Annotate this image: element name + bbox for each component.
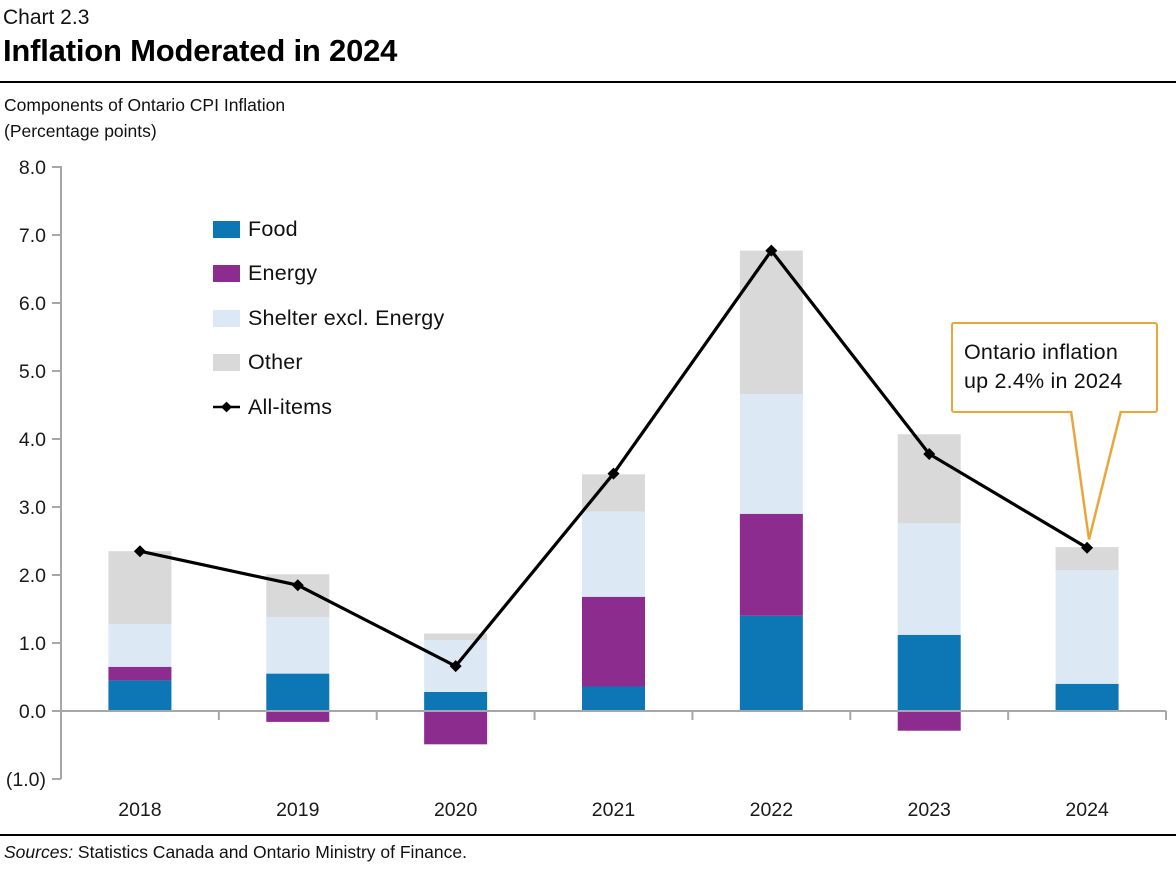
bar-segment-food-2019 (266, 673, 330, 711)
bar-segment-shelter-excl-energy-2023 (897, 523, 961, 635)
bar-segment-food-2018 (108, 680, 172, 711)
x-axis-label: 2023 (908, 799, 951, 821)
chart-subtitle: Components of Ontario CPI Inflation (Per… (4, 92, 285, 144)
legend-swatch-icon (213, 220, 240, 238)
y-tick-label: 7.0 (19, 225, 46, 247)
legend-swatch-icon (213, 265, 240, 282)
x-axis-label: 2024 (1065, 799, 1109, 821)
bar-segment-energy-2022 (739, 513, 803, 616)
legend-label: Energy (248, 261, 318, 285)
bar-segment-other-2024 (1055, 547, 1119, 571)
y-tick-label: 6.0 (19, 293, 46, 315)
subtitle-line-2: (Percentage points) (4, 121, 157, 141)
bar-segment-food-2024 (1055, 683, 1119, 711)
bar-segment-energy-2023 (897, 711, 961, 731)
legend-item-all-items: All-items (213, 394, 444, 419)
bar-segment-other-2018 (108, 551, 172, 624)
bar-segment-shelter-excl-energy-2018 (108, 623, 172, 667)
bar-segment-food-2021 (582, 686, 645, 711)
x-axis-label: 2020 (434, 799, 478, 821)
y-tick-label: 2.0 (19, 565, 46, 587)
bar-segment-shelter-excl-energy-2022 (739, 394, 803, 514)
legend-item-energy: Energy (213, 261, 444, 285)
legend-label: Shelter excl. Energy (248, 305, 445, 330)
all-items-marker-2018 (133, 545, 146, 558)
legend-swatch-icon (213, 354, 240, 371)
bar-segment-other-2020 (424, 633, 488, 641)
legend: Food Energy Shelter excl. Energy Other All-i… (213, 216, 445, 441)
y-tick-label: (1.0) (6, 769, 46, 791)
legend-item-shelter-excl-energy: Shelter excl. Energy (213, 305, 445, 330)
all-items-marker-2023 (923, 447, 936, 460)
x-axis-label: 2022 (750, 799, 793, 821)
all-items-marker-2022 (765, 244, 778, 257)
legend-swatch-icon (213, 309, 240, 327)
source-note: Sources: Statistics Canada and Ontario M… (4, 841, 467, 863)
y-tick-label: 3.0 (19, 497, 46, 519)
line-diamond-icon (213, 401, 240, 413)
bar-segment-food-2023 (897, 634, 961, 711)
bar-segment-energy-2020 (424, 711, 488, 745)
all-items-marker-2024 (1081, 541, 1094, 554)
annotation-line-2: up 2.4% in 2024 (964, 369, 1123, 393)
all-items-marker-2021 (607, 467, 620, 480)
legend-label: Food (248, 216, 298, 241)
chart-number: Chart 2.3 (3, 6, 90, 29)
y-tick-label: 4.0 (19, 429, 46, 451)
subtitle-line-1: Components of Ontario CPI Inflation (4, 95, 286, 115)
bar-segment-energy-2019 (266, 711, 330, 722)
title-divider (0, 81, 1176, 83)
legend-item-other: Other (213, 350, 444, 374)
source-text: Statistics Canada and Ontario Ministry o… (73, 842, 467, 862)
source-divider (0, 834, 1176, 836)
legend-item-food: Food (213, 216, 444, 241)
bar-segment-energy-2021 (582, 596, 645, 687)
bar-segment-energy-2018 (108, 666, 172, 681)
annotation-line-1: Ontario inflation (964, 340, 1118, 364)
all-items-marker-2019 (291, 579, 304, 592)
x-axis-label: 2021 (592, 799, 635, 821)
y-tick-label: 5.0 (19, 361, 46, 383)
chart-header: Chart 2.3 Inflation Moderated in 2024 (3, 4, 397, 70)
bar-segment-food-2022 (739, 615, 803, 711)
y-tick-label: 1.0 (19, 633, 46, 655)
all-items-marker-2020 (449, 660, 462, 673)
bar-segment-other-2022 (739, 250, 803, 395)
page-title: Inflation Moderated in 2024 (3, 33, 398, 68)
x-axis-label: 2019 (276, 799, 319, 821)
bar-segment-shelter-excl-energy-2024 (1055, 570, 1119, 684)
legend-label: All-items (248, 394, 333, 419)
source-prefix: Sources: (4, 842, 74, 862)
y-tick-label: 8.0 (19, 157, 46, 179)
y-tick-label: 0.0 (19, 701, 46, 723)
x-axis-label: 2018 (118, 799, 161, 821)
legend-label: Other (248, 350, 303, 374)
bar-segment-shelter-excl-energy-2019 (266, 617, 330, 674)
bar-segment-other-2021 (582, 474, 645, 512)
bar-segment-other-2023 (897, 434, 961, 524)
annotation-callout: Ontario inflation up 2.4% in 2024 (951, 322, 1158, 413)
bar-segment-shelter-excl-energy-2021 (582, 511, 645, 597)
bar-segment-food-2020 (424, 691, 488, 711)
